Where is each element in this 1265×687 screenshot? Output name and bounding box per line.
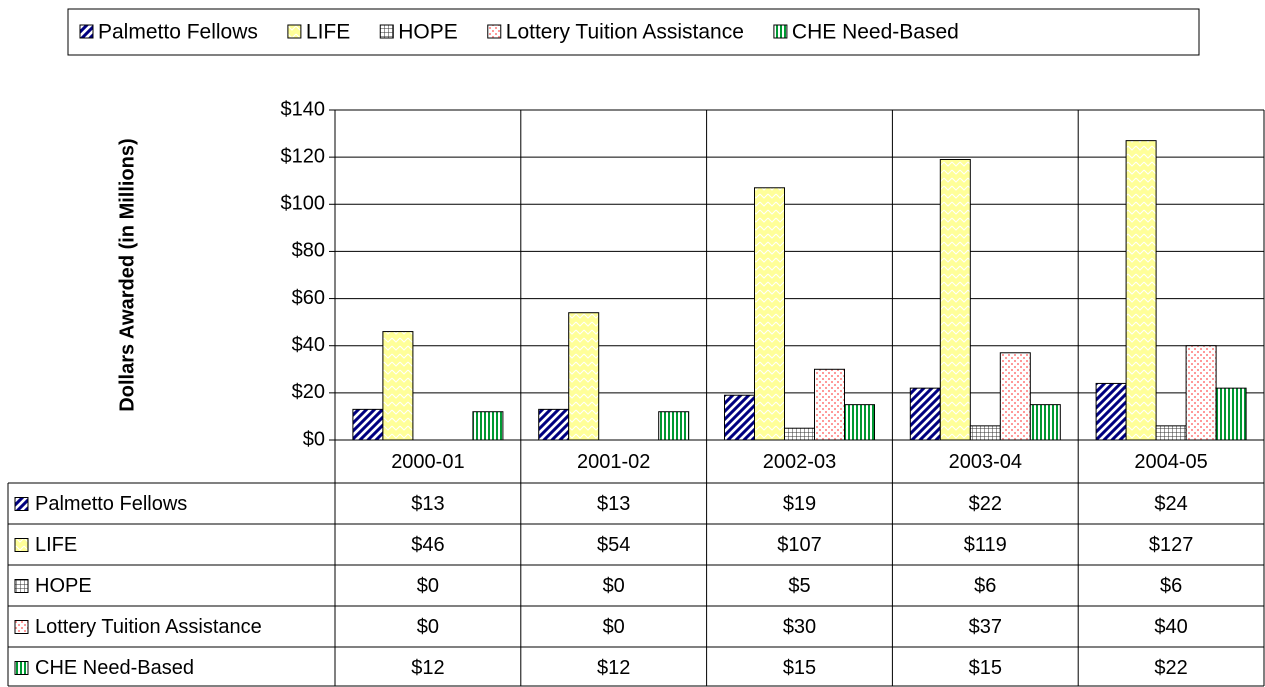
table-cell: $12 xyxy=(411,657,444,679)
legend-label: Lottery Tuition Assistance xyxy=(506,21,744,44)
x-tick-label: 2003-04 xyxy=(949,451,1022,473)
y-axis-title: Dollars Awarded (in Millions) xyxy=(116,138,138,411)
table-cell: $6 xyxy=(1160,575,1182,597)
legend-swatch xyxy=(14,661,29,675)
legend-swatch xyxy=(487,24,502,39)
table-cell: $107 xyxy=(777,534,822,556)
bar xyxy=(568,312,600,441)
bar xyxy=(999,352,1031,441)
table-cell: $30 xyxy=(783,616,816,638)
table-cell: $15 xyxy=(783,657,816,679)
table-cell: $0 xyxy=(603,616,625,638)
row-label: CHE Need-Based xyxy=(35,657,194,679)
y-tick-label: $60 xyxy=(292,287,325,309)
table-cell: $22 xyxy=(1154,657,1187,679)
row-label: Palmetto Fellows xyxy=(35,493,187,515)
row-label: LIFE xyxy=(35,534,77,556)
bar xyxy=(1185,345,1217,441)
bar xyxy=(1125,140,1157,441)
y-tick-label: $100 xyxy=(281,193,326,215)
legend-swatch xyxy=(14,497,29,511)
bar xyxy=(814,368,845,441)
table-cell: $13 xyxy=(411,493,444,515)
y-tick-label: $80 xyxy=(292,240,325,262)
table-cell: $15 xyxy=(969,657,1002,679)
y-tick-label: $40 xyxy=(292,334,325,356)
bar xyxy=(352,408,384,441)
legend-label: LIFE xyxy=(306,21,350,44)
y-tick-label: $0 xyxy=(303,428,325,450)
legend-swatch xyxy=(14,620,29,634)
bar xyxy=(382,331,414,441)
legend: Palmetto Fellows LIFE HOPE Lottery Tuition … xyxy=(79,21,959,44)
bar xyxy=(969,425,1001,441)
legend-label: Palmetto Fellows xyxy=(98,21,258,44)
table-cell: $37 xyxy=(969,616,1002,638)
row-label: Lottery Tuition Assistance xyxy=(35,616,262,638)
table-cell: $0 xyxy=(603,575,625,597)
table-cell: $127 xyxy=(1149,534,1194,556)
table-cell: $22 xyxy=(969,493,1002,515)
table-cell: $12 xyxy=(597,657,630,679)
table-cell: $0 xyxy=(417,616,439,638)
table-cell: $119 xyxy=(964,534,1007,556)
y-tick-label: $120 xyxy=(281,145,326,167)
legend-swatch xyxy=(287,24,302,39)
table-cell: $46 xyxy=(411,534,444,556)
legend-label: CHE Need-Based xyxy=(792,21,959,44)
bar xyxy=(754,187,785,441)
legend-box xyxy=(67,8,1200,56)
x-tick-label: 2000-01 xyxy=(391,451,464,473)
table-cell: $24 xyxy=(1154,493,1187,515)
table-cell: $13 xyxy=(597,493,630,515)
legend-swatch xyxy=(379,24,394,39)
table-cell: $5 xyxy=(788,575,810,597)
x-tick-label: 2001-02 xyxy=(577,451,650,473)
bar xyxy=(658,411,690,441)
bar xyxy=(472,411,504,441)
bar xyxy=(1029,404,1061,441)
bar xyxy=(909,387,941,441)
bar xyxy=(724,394,755,441)
bar xyxy=(784,427,815,441)
table-cell: $54 xyxy=(597,534,630,556)
table-cell: $0 xyxy=(417,575,439,597)
legend-swatch xyxy=(79,24,94,39)
x-tick-label: 2004-05 xyxy=(1134,451,1207,473)
bar xyxy=(939,159,971,441)
bar xyxy=(844,404,875,441)
bar xyxy=(1215,387,1247,441)
table-cell: $40 xyxy=(1154,616,1187,638)
y-tick-label: $140 xyxy=(281,98,326,120)
table-cell: $6 xyxy=(974,575,996,597)
y-tick-label: $20 xyxy=(292,381,325,403)
legend-swatch xyxy=(14,538,29,552)
legend-swatch xyxy=(773,24,788,39)
legend-label: HOPE xyxy=(398,21,458,44)
table-cell: $19 xyxy=(783,493,816,515)
bar xyxy=(1155,425,1187,441)
row-label: HOPE xyxy=(35,575,92,597)
bar xyxy=(538,408,570,441)
bar xyxy=(1095,382,1127,441)
x-tick-label: 2002-03 xyxy=(763,451,836,473)
legend-swatch xyxy=(14,579,29,593)
